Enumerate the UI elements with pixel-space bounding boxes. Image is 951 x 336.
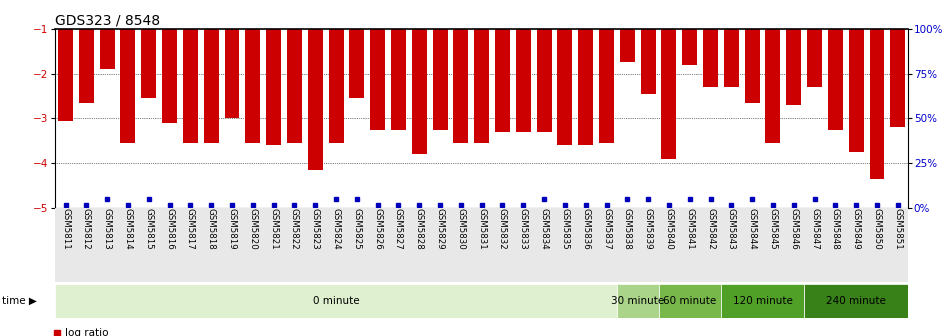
Text: GSM5834: GSM5834 — [539, 208, 549, 250]
Bar — [328, 29, 343, 143]
Bar — [349, 29, 364, 98]
Text: GSM5831: GSM5831 — [477, 208, 486, 250]
Bar — [454, 29, 468, 143]
Text: GSM5833: GSM5833 — [519, 208, 528, 250]
Text: GSM5814: GSM5814 — [124, 208, 132, 250]
Bar — [766, 29, 781, 143]
Bar — [721, 284, 805, 318]
Text: GSM5818: GSM5818 — [206, 208, 216, 250]
Text: GSM5820: GSM5820 — [248, 208, 258, 250]
Text: GSM5816: GSM5816 — [165, 208, 174, 250]
Bar — [869, 29, 884, 179]
Text: GSM5842: GSM5842 — [706, 208, 715, 250]
Bar — [807, 29, 822, 87]
Text: 240 minute: 240 minute — [826, 296, 886, 306]
Bar — [183, 29, 198, 143]
Text: GSM5830: GSM5830 — [456, 208, 465, 250]
Text: GSM5813: GSM5813 — [103, 208, 111, 250]
Text: GSM5841: GSM5841 — [686, 208, 694, 250]
Text: 30 minute: 30 minute — [611, 296, 665, 306]
Text: GSM5848: GSM5848 — [831, 208, 840, 250]
Text: GSM5846: GSM5846 — [789, 208, 798, 250]
Text: GSM5840: GSM5840 — [665, 208, 673, 250]
Text: GSM5826: GSM5826 — [373, 208, 382, 250]
Bar — [58, 29, 73, 121]
Bar — [121, 29, 135, 143]
Text: GSM5844: GSM5844 — [747, 208, 757, 250]
Text: GSM5839: GSM5839 — [644, 208, 652, 250]
Bar — [620, 29, 635, 62]
Text: log ratio: log ratio — [65, 328, 108, 336]
Bar — [828, 29, 843, 130]
Text: GSM5823: GSM5823 — [311, 208, 320, 250]
Bar — [79, 29, 94, 103]
Bar — [557, 29, 573, 145]
Text: GSM5817: GSM5817 — [185, 208, 195, 250]
Bar — [703, 29, 718, 87]
Bar — [682, 29, 697, 65]
Text: GSM5828: GSM5828 — [415, 208, 424, 250]
Bar — [658, 284, 721, 318]
Text: GSM5822: GSM5822 — [290, 208, 299, 250]
Bar — [848, 29, 864, 152]
Bar — [724, 29, 739, 87]
Bar — [204, 29, 219, 143]
Bar — [391, 29, 406, 130]
Text: GSM5843: GSM5843 — [727, 208, 736, 250]
Bar — [370, 29, 385, 130]
Bar — [536, 29, 552, 132]
Bar — [617, 284, 658, 318]
Bar — [599, 29, 614, 143]
Text: GSM5829: GSM5829 — [436, 208, 444, 250]
Text: 0 minute: 0 minute — [313, 296, 359, 306]
Text: GSM5850: GSM5850 — [872, 208, 882, 250]
Bar — [55, 208, 908, 282]
Bar — [266, 29, 281, 145]
Text: GSM5819: GSM5819 — [227, 208, 237, 250]
Text: GSM5837: GSM5837 — [602, 208, 611, 250]
Bar — [55, 284, 617, 318]
Bar — [287, 29, 301, 143]
Text: GSM5847: GSM5847 — [810, 208, 819, 250]
Text: GSM5845: GSM5845 — [768, 208, 778, 250]
Text: GSM5836: GSM5836 — [581, 208, 591, 250]
Text: GSM5835: GSM5835 — [560, 208, 570, 250]
Bar — [433, 29, 448, 130]
Text: GSM5811: GSM5811 — [61, 208, 70, 250]
Text: 120 minute: 120 minute — [732, 296, 792, 306]
Bar — [142, 29, 156, 98]
Bar — [890, 29, 905, 127]
Bar — [475, 29, 489, 143]
Text: GDS323 / 8548: GDS323 / 8548 — [55, 13, 161, 28]
Text: time ▶: time ▶ — [2, 296, 37, 306]
Text: 60 minute: 60 minute — [663, 296, 716, 306]
Text: GSM5851: GSM5851 — [893, 208, 902, 250]
Bar — [245, 29, 261, 143]
Bar — [578, 29, 593, 145]
Bar — [224, 29, 240, 119]
Text: GSM5827: GSM5827 — [394, 208, 403, 250]
Bar — [786, 29, 802, 105]
Bar — [641, 29, 655, 94]
Bar — [495, 29, 510, 132]
Bar — [515, 29, 531, 132]
Bar — [412, 29, 427, 155]
Text: GSM5824: GSM5824 — [332, 208, 340, 250]
Bar — [662, 29, 676, 159]
Bar — [100, 29, 115, 69]
Bar — [162, 29, 177, 123]
Text: GSM5815: GSM5815 — [145, 208, 153, 250]
Text: GSM5812: GSM5812 — [82, 208, 91, 250]
Text: GSM5825: GSM5825 — [352, 208, 361, 250]
Text: GSM5838: GSM5838 — [623, 208, 631, 250]
Text: GSM5832: GSM5832 — [498, 208, 507, 250]
Bar — [745, 29, 760, 103]
Text: GSM5849: GSM5849 — [852, 208, 861, 250]
Text: GSM5821: GSM5821 — [269, 208, 278, 250]
Bar — [805, 284, 908, 318]
Bar — [308, 29, 322, 170]
